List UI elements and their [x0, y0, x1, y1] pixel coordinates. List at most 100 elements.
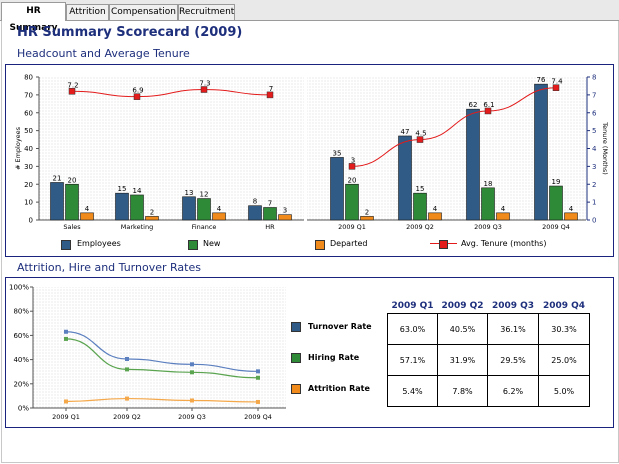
x-tick-label: 2009 Q2: [113, 413, 141, 421]
new-bar: [263, 207, 277, 221]
turnover-rate-marker: [256, 369, 260, 374]
section-title-attrition: Attrition, Hire and Turnover Rates: [17, 261, 201, 274]
tenure-line: [71, 89, 271, 98]
table-cell: 7.8%: [437, 375, 488, 407]
y-tick-label: 0: [29, 217, 33, 225]
legend-label-new: New: [203, 239, 221, 248]
legend-swatch-departed: [315, 240, 325, 250]
hiring-rate-marker: [190, 370, 194, 375]
y2-tick-label: 2: [592, 181, 596, 189]
rates-table: 2009 Q1 2009 Q2 2009 Q3 2009 Q4 63.0% 40…: [387, 299, 590, 407]
departed-bar: [80, 212, 94, 221]
bar-value-label: 7: [268, 199, 272, 207]
y-tick-label: 60%: [13, 332, 29, 340]
tenure-value-label: 7.4: [551, 78, 563, 86]
tab-recruitment[interactable]: Recruitment: [178, 4, 235, 20]
y-tick-label: 20: [24, 181, 33, 189]
tenure-value-label: 7: [269, 85, 273, 93]
table-row: 57.1% 31.9% 29.5% 25.0%: [387, 344, 590, 376]
attrition-rate-marker: [190, 398, 194, 403]
table-cell: 5.4%: [387, 375, 438, 407]
page-title: HR Summary Scorecard (2009): [17, 25, 243, 40]
bar-value-label: 12: [200, 191, 209, 199]
bar-value-label: 2: [365, 208, 369, 216]
employees-bar: [466, 108, 480, 221]
table-row: 63.0% 40.5% 36.1% 30.3%: [387, 313, 590, 345]
new-bar: [65, 183, 79, 221]
y-tick-label: 80: [24, 74, 33, 82]
employees-bar: [330, 157, 344, 221]
bar-value-label: 14: [133, 187, 142, 195]
y-tick-label: 40: [24, 145, 33, 153]
attrition-rate-marker: [256, 399, 260, 404]
tenure-marker: [200, 86, 208, 93]
tab-attrition[interactable]: Attrition: [66, 4, 109, 20]
tenure-line: [351, 87, 557, 167]
header-q1: 2009 Q1: [391, 301, 434, 311]
tab-compensation[interactable]: Compensation: [109, 4, 178, 20]
bar-value-label: 62: [469, 101, 478, 109]
new-bar: [130, 194, 144, 221]
legend-swatch-employees: [61, 240, 71, 250]
table-cell: 29.5%: [487, 344, 539, 376]
departed-bar: [360, 216, 374, 221]
hiring-rate-line: [65, 338, 259, 379]
hiring-rate-marker: [256, 375, 260, 380]
y-tick-label: 0%: [18, 405, 29, 413]
employees-bar: [398, 135, 412, 221]
departed-bar: [564, 212, 578, 221]
tenure-marker: [266, 91, 274, 99]
bar-value-label: 20: [68, 176, 77, 184]
x-tick-label: 2009 Q2: [406, 223, 434, 231]
x-tick-label: Finance: [192, 223, 217, 231]
bar-value-label: 4: [85, 205, 90, 213]
plot-background: [33, 287, 286, 408]
bar-value-label: 15: [416, 185, 425, 193]
y2-tick-label: 7: [592, 91, 596, 99]
x-tick-label: 2009 Q1: [338, 223, 366, 231]
tenure-marker: [68, 88, 76, 95]
tenure-value-label: 7.2: [67, 81, 78, 89]
turnover-swatch: [291, 322, 301, 332]
y-tick-label: 100%: [9, 284, 29, 292]
header-q4: 2009 Q4: [542, 301, 586, 311]
turnover-rate-marker: [64, 329, 68, 334]
tab-hr-summary[interactable]: HR Summary: [1, 2, 66, 33]
employees-bar: [115, 192, 129, 221]
x-tick-label: Marketing: [121, 223, 153, 231]
bar-value-label: 4: [217, 205, 222, 213]
bar-value-label: 15: [118, 185, 127, 193]
bar-value-label: 8: [253, 198, 257, 206]
turnover-rate-marker: [190, 362, 194, 367]
y2-tick-label: 0: [592, 217, 596, 225]
x-tick-label: 2009 Q4: [542, 223, 570, 231]
turnover-rate-marker: [125, 356, 129, 361]
hiring-label: Hiring Rate: [308, 353, 360, 362]
plot-background: [39, 77, 304, 220]
attrition-rate-line: [65, 397, 259, 403]
turnover-label: Turnover Rate: [308, 322, 372, 331]
table-cell: 63.0%: [387, 313, 438, 345]
departed-bar: [428, 212, 442, 221]
table-row: 5.4% 7.8% 6.2% 5.0%: [387, 375, 590, 407]
y-tick-label: 60: [24, 109, 33, 117]
tenure-value-label: 3: [351, 156, 355, 164]
tenure-marker: [348, 163, 356, 170]
x-tick-label: 2009 Q3: [474, 223, 502, 231]
employees-bar: [182, 196, 196, 221]
bar-value-label: 19: [552, 178, 561, 186]
header-q2: 2009 Q2: [441, 301, 484, 311]
departed-bar: [145, 216, 159, 221]
bar-value-label: 4: [501, 205, 506, 213]
x-tick-label: HR: [265, 223, 275, 231]
bar-value-label: 4: [569, 205, 574, 213]
bar-value-label: 35: [333, 149, 342, 157]
tenure-value-label: 6.1: [483, 101, 494, 109]
bar-value-label: 47: [401, 128, 410, 136]
tenure-marker: [416, 136, 424, 143]
x-tick-label: 2009 Q4: [244, 413, 272, 421]
y-tick-label: 30: [24, 163, 33, 171]
attrition-swatch: [291, 384, 301, 394]
y2-tick-label: 1: [592, 199, 596, 207]
